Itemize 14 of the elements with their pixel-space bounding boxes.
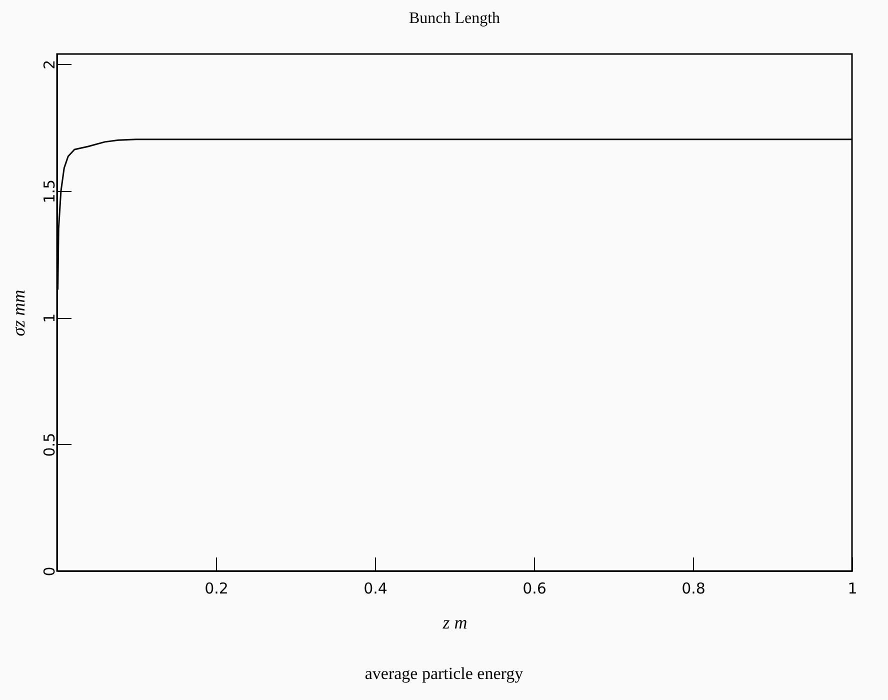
y-tick-label: 0.5 [40, 432, 58, 457]
y-tick-label: 1 [40, 313, 58, 323]
x-tick-label: 0.6 [522, 580, 546, 598]
y-axis-title: σz mm [8, 290, 28, 336]
text: average particle energy [364, 664, 524, 684]
y-tick-label: 0 [40, 566, 58, 576]
y-tick-label: 1.5 [40, 179, 58, 204]
x-tick-label: 0.8 [682, 580, 706, 598]
x-tick-label: 0.2 [204, 580, 228, 598]
x-tick-label: 0.4 [364, 580, 388, 598]
x-axis-title: z m [442, 612, 468, 632]
chart-title: Bunch Length [408, 10, 500, 27]
x-tick-label: 1 [848, 580, 858, 598]
y-tick-label: 2 [40, 60, 58, 70]
